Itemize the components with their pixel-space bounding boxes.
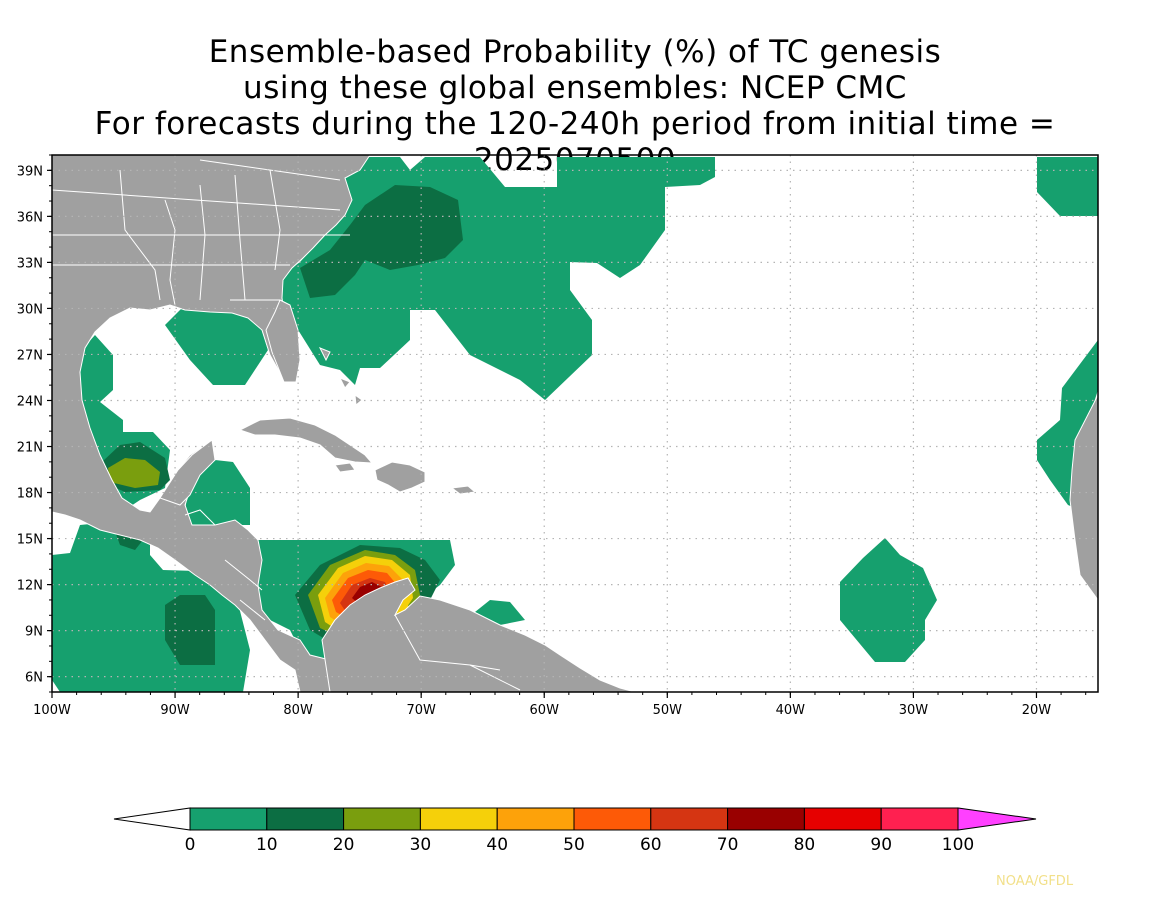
colorbar-label: 60 <box>640 835 662 855</box>
lat-tick-label: 36N <box>17 210 43 225</box>
lat-tick-label: 39N <box>17 164 43 179</box>
cuba <box>238 417 374 464</box>
lat-tick-label: 18N <box>17 487 43 502</box>
credit-label: NOAA/GFDL <box>996 874 1074 889</box>
lon-tick-label: 30W <box>899 703 929 718</box>
political-borders <box>52 159 521 691</box>
colorbar-label: 10 <box>256 835 278 855</box>
colorbar-label: 100 <box>942 835 974 855</box>
lat-tick-label: 33N <box>17 256 43 271</box>
title-line-1: Ensemble-based Probability (%) of TC gen… <box>208 34 942 70</box>
colorbar-swatch <box>803 807 882 831</box>
lat-tick-label: 21N <box>17 441 43 456</box>
lat-tick-label: 9N <box>25 625 43 640</box>
colorbar-swatch <box>496 807 575 831</box>
yucatan <box>159 439 216 506</box>
lat-tick-label: 27N <box>17 348 43 363</box>
title-line-2: using these global ensembles: NCEP CMC <box>243 70 907 106</box>
bahamas <box>318 347 363 406</box>
colorbar-swatch <box>419 807 498 831</box>
colorbar-swatch <box>650 807 729 831</box>
south-america <box>321 577 636 692</box>
colorbar-label: 0 <box>185 835 196 855</box>
colorbar-swatch <box>266 807 345 831</box>
lat-tick-label: 12N <box>17 579 43 594</box>
title-line-3: For forecasts during the 120-240h period… <box>94 106 1056 178</box>
florida <box>265 299 301 383</box>
hispaniola <box>374 461 426 493</box>
lon-tick-label: 40W <box>776 703 806 718</box>
colorbar-label: 80 <box>794 835 816 855</box>
lon-tick-label: 70W <box>406 703 436 718</box>
longitude-axis: 100W 90W 80W 70W 60W 50W 40W 30W 20W <box>33 692 1087 718</box>
land <box>52 155 1098 692</box>
graticule <box>52 155 1098 692</box>
lon-tick-label: 20W <box>1022 703 1052 718</box>
jamaica <box>334 462 356 473</box>
lon-tick-label: 50W <box>653 703 683 718</box>
lon-tick-label: 100W <box>33 703 71 718</box>
colorbar-swatch <box>343 807 421 831</box>
colorbar-label: 50 <box>563 835 585 855</box>
colorbar: 0 10 20 30 40 50 60 70 80 90 100 <box>113 807 1037 855</box>
colorbar-label: 20 <box>333 835 355 855</box>
colorbar-swatch <box>880 807 959 831</box>
colorbar-over-arrow <box>957 807 1037 831</box>
lon-tick-label: 80W <box>283 703 313 718</box>
latitude-axis: 39N 36N 33N 30N 27N 24N 21N 18N 15N 12N 9N 6N <box>17 154 52 693</box>
west-africa <box>1069 394 1098 601</box>
colorbar-label: 90 <box>870 835 892 855</box>
lat-tick-label: 30N <box>17 302 43 317</box>
colorbar-swatch <box>573 807 652 831</box>
map-frame <box>51 154 1099 693</box>
colorbar-under-arrow <box>113 807 191 831</box>
lon-tick-label: 90W <box>160 703 190 718</box>
lat-tick-label: 24N <box>17 394 43 409</box>
lat-tick-label: 15N <box>17 533 43 548</box>
lon-tick-label: 60W <box>530 703 560 718</box>
colorbar-swatch <box>189 807 268 831</box>
colorbar-label: 70 <box>717 835 739 855</box>
lat-tick-label: 6N <box>25 671 43 686</box>
colorbar-label: 40 <box>486 835 508 855</box>
colorbar-label: 30 <box>410 835 432 855</box>
colorbar-swatch <box>727 807 805 831</box>
